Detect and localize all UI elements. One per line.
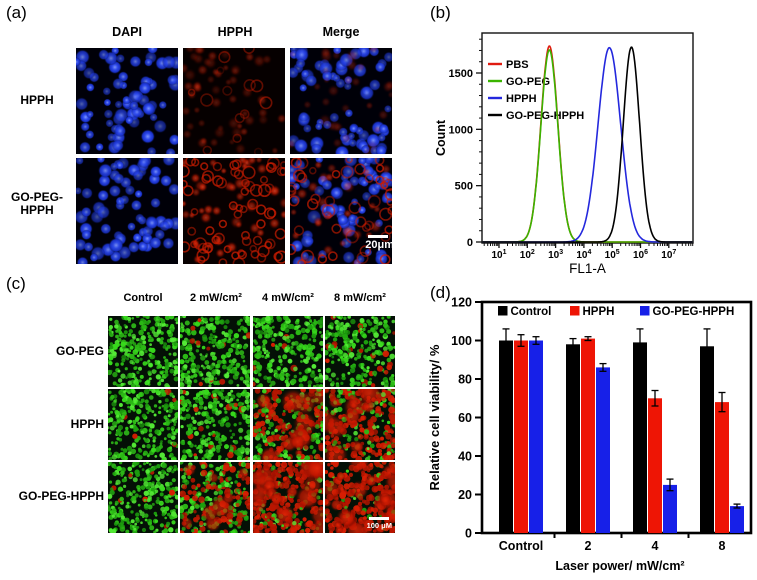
micrograph-a-r0-c2 xyxy=(290,48,392,154)
panel-a-scale-bar xyxy=(368,235,388,238)
micrograph-c-r2-c0 xyxy=(108,462,178,533)
micrograph-a-r0-c0 xyxy=(76,48,178,154)
svg-text:4: 4 xyxy=(652,539,659,553)
svg-text:Count: Count xyxy=(434,119,448,156)
micrograph-c-r2-c3 xyxy=(325,462,396,533)
svg-text:HPPH: HPPH xyxy=(583,306,615,318)
flow-legend: PBS GO-PEG HPPH GO-PEG-HPPH xyxy=(488,59,584,122)
svg-text:40: 40 xyxy=(458,450,472,464)
flow-axes: 0 500 1000 1500 101 102 103 104 105 106 107 FL1-A Co… xyxy=(434,32,694,276)
panel-c-header-2mw: 2 mW/cm² xyxy=(190,292,242,304)
svg-text:100: 100 xyxy=(451,334,472,348)
svg-text:FL1-A: FL1-A xyxy=(569,261,606,276)
svg-text:GO-PEG: GO-PEG xyxy=(506,76,550,88)
bar-error-bars xyxy=(502,328,741,509)
svg-text:Laser power/ mW/cm²: Laser power/ mW/cm² xyxy=(555,559,684,573)
bar-legend: Control HPPH GO-PEG-HPPH xyxy=(498,306,734,318)
panel-c-header-4mw: 4 mW/cm² xyxy=(262,292,314,304)
flow-curves xyxy=(482,45,693,243)
svg-text:102: 102 xyxy=(520,249,535,261)
panel-c-label: (c) xyxy=(6,274,26,293)
panel-c-row-label: GO-PEG xyxy=(55,344,104,358)
micrograph-c-r1-c3 xyxy=(325,389,396,460)
micrograph-c-r0-c1 xyxy=(180,316,251,387)
micrograph-c-r0-c2 xyxy=(252,316,323,387)
svg-text:107: 107 xyxy=(661,249,676,261)
svg-text:Control: Control xyxy=(499,539,543,553)
panel-a-scale-bar-label: 20μm xyxy=(365,239,394,251)
micrograph-c-r0-c3 xyxy=(325,316,396,387)
micrograph-c-r2-c2 xyxy=(252,462,323,533)
svg-text:1000: 1000 xyxy=(449,124,473,136)
panel-a-micrograph-grid xyxy=(76,48,392,264)
svg-text:101: 101 xyxy=(491,249,506,261)
viability-bar-chart: 0 20 40 60 80 100 120 Control 2 4 8 Laser power/ mW… xyxy=(427,296,753,573)
panel-a-header-merge: Merge xyxy=(322,25,360,39)
svg-text:500: 500 xyxy=(455,181,473,193)
panel-a-header-dapi: DAPI xyxy=(112,25,142,39)
micrograph-c-r1-c2 xyxy=(252,389,323,460)
micrograph-c-r1-c1 xyxy=(180,389,251,460)
panel-a-header-hpph: HPPH xyxy=(217,25,253,39)
panel-d-label: (d) xyxy=(430,283,451,302)
panel-a-row-label: GO-PEG- HPPH xyxy=(10,190,63,217)
svg-text:0: 0 xyxy=(465,527,472,541)
bar-axes: 0 20 40 60 80 100 120 Control 2 4 8 Laser power/ mW… xyxy=(427,296,753,573)
svg-text:0: 0 xyxy=(467,237,473,249)
micrograph-c-r0-c0 xyxy=(108,316,178,387)
panel-c-row-label: HPPH xyxy=(70,417,104,431)
svg-text:105: 105 xyxy=(605,249,620,261)
svg-text:104: 104 xyxy=(576,249,591,261)
bar-series xyxy=(499,338,744,534)
svg-text:60: 60 xyxy=(458,411,472,425)
svg-text:2: 2 xyxy=(585,539,592,553)
svg-text:80: 80 xyxy=(458,373,472,387)
panel-c-header-control: Control xyxy=(123,292,163,304)
svg-text:1500: 1500 xyxy=(449,68,473,80)
svg-text:120: 120 xyxy=(451,296,472,310)
panel-c-scale-bar xyxy=(369,517,389,520)
micrograph-a-r1-c1 xyxy=(183,158,285,264)
micrograph-a-r0-c1 xyxy=(183,48,285,154)
svg-text:103: 103 xyxy=(548,249,563,261)
micrograph-c-r2-c1 xyxy=(180,462,251,533)
panel-c-scale-bar-label: 100 μM xyxy=(366,521,392,530)
svg-text:Control: Control xyxy=(511,306,552,318)
panel-b-label: (b) xyxy=(430,3,451,22)
svg-text:HPPH: HPPH xyxy=(506,93,537,105)
svg-text:GO-PEG-HPPH: GO-PEG-HPPH xyxy=(506,110,584,122)
svg-text:PBS: PBS xyxy=(506,59,529,71)
micrograph-a-r1-c0 xyxy=(76,158,178,264)
panel-a-label: (a) xyxy=(6,3,27,22)
panel-c-row-label: GO-PEG-HPPH xyxy=(18,489,104,503)
svg-text:8: 8 xyxy=(719,539,726,553)
panel-c-header-8mw: 8 mW/cm² xyxy=(334,292,386,304)
micrograph-c-r1-c0 xyxy=(108,389,178,460)
panel-a-row-label: HPPH xyxy=(20,93,54,107)
micrograph-a-r1-c2 xyxy=(290,158,392,264)
svg-text:20: 20 xyxy=(458,488,472,502)
panel-c-micrograph-grid xyxy=(108,316,396,533)
svg-text:Relative cell viability/ %: Relative cell viability/ % xyxy=(427,344,442,490)
svg-text:GO-PEG-HPPH: GO-PEG-HPPH xyxy=(653,306,735,318)
flow-cytometry-chart: 0 500 1000 1500 101 102 103 104 105 106 107 FL1-A Co… xyxy=(434,32,694,276)
svg-text:106: 106 xyxy=(633,249,648,261)
